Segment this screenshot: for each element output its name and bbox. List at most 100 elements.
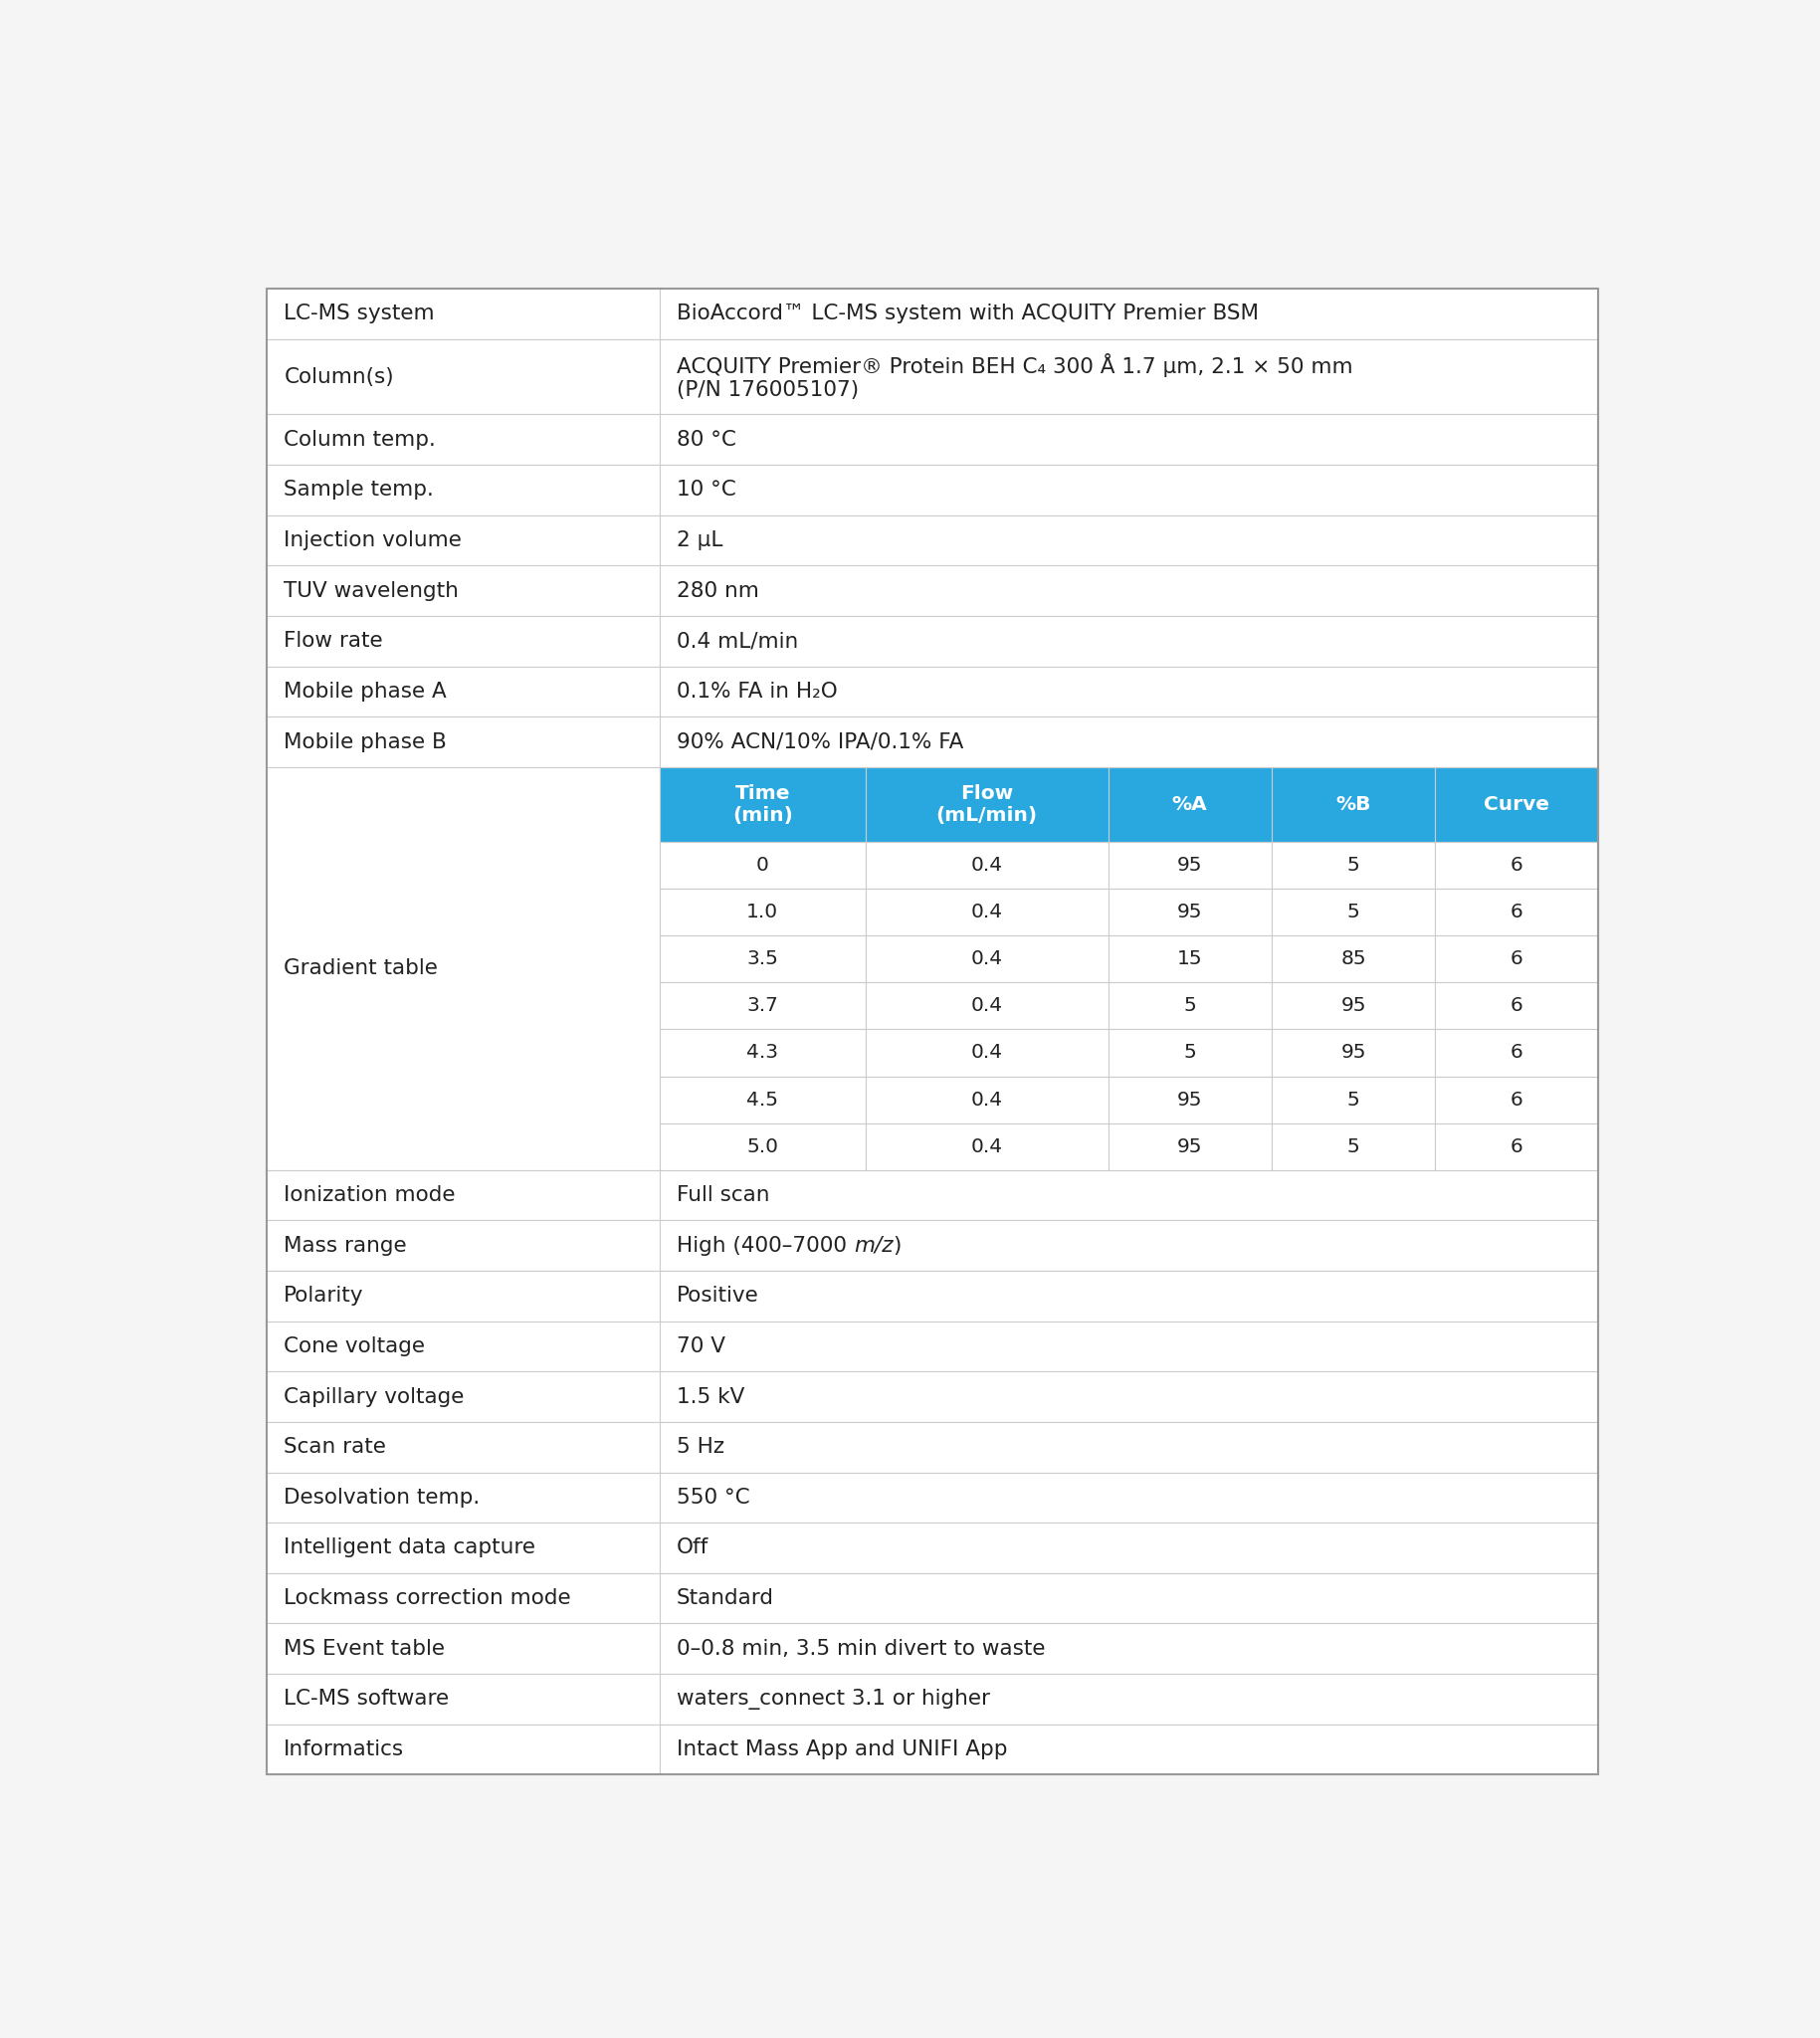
Bar: [268, 1423, 661, 1471]
Bar: [661, 567, 1598, 615]
Text: 550 °C: 550 °C: [677, 1488, 750, 1508]
Text: Informatics: Informatics: [284, 1740, 404, 1759]
Bar: [661, 666, 1598, 717]
Text: 0.4: 0.4: [970, 1137, 1003, 1156]
Text: High (400–7000: High (400–7000: [677, 1235, 854, 1255]
Text: 0.4: 0.4: [970, 1090, 1003, 1109]
Bar: [268, 1321, 661, 1372]
Text: waters_connect 3.1 or higher: waters_connect 3.1 or higher: [677, 1690, 990, 1710]
Text: Scan rate: Scan rate: [284, 1437, 386, 1457]
Bar: [661, 1522, 1598, 1573]
Text: 6: 6: [1511, 1137, 1523, 1156]
Bar: [661, 1272, 1598, 1321]
Bar: [1108, 1123, 1272, 1170]
Bar: [1108, 842, 1272, 889]
Text: 0.4 mL/min: 0.4 mL/min: [677, 632, 799, 650]
Bar: [268, 289, 661, 338]
Bar: [1108, 1076, 1272, 1123]
Text: 0.4: 0.4: [970, 856, 1003, 874]
Bar: [268, 666, 661, 717]
Bar: [268, 465, 661, 516]
Bar: [1434, 889, 1598, 935]
Bar: [1108, 766, 1272, 842]
Text: Flow rate: Flow rate: [284, 632, 382, 650]
Text: LC-MS system: LC-MS system: [284, 304, 435, 324]
Bar: [661, 1372, 1598, 1423]
Bar: [268, 338, 661, 414]
Text: Curve: Curve: [1483, 795, 1549, 813]
Bar: [1272, 889, 1434, 935]
Text: 1.5 kV: 1.5 kV: [677, 1386, 744, 1406]
Bar: [1272, 1076, 1434, 1123]
Text: 4.5: 4.5: [746, 1090, 779, 1109]
Bar: [661, 1724, 1598, 1775]
Text: Polarity: Polarity: [284, 1286, 364, 1306]
Bar: [1272, 1029, 1434, 1076]
Text: Column(s): Column(s): [284, 367, 393, 387]
Bar: [661, 1123, 864, 1170]
Bar: [268, 766, 661, 1170]
Text: 5: 5: [1183, 997, 1196, 1015]
Text: 10 °C: 10 °C: [677, 481, 735, 499]
Text: Desolvation temp.: Desolvation temp.: [284, 1488, 480, 1508]
Bar: [864, 982, 1108, 1029]
Text: 0.4: 0.4: [970, 1043, 1003, 1062]
Bar: [1434, 1029, 1598, 1076]
Bar: [661, 766, 864, 842]
Text: Ionization mode: Ionization mode: [284, 1186, 455, 1204]
Bar: [661, 1471, 1598, 1522]
Bar: [661, 1321, 1598, 1372]
Text: 95: 95: [1178, 856, 1203, 874]
Bar: [268, 1624, 661, 1673]
Text: Capillary voltage: Capillary voltage: [284, 1386, 464, 1406]
Text: 80 °C: 80 °C: [677, 430, 737, 450]
Text: Mass range: Mass range: [284, 1235, 408, 1255]
Bar: [661, 516, 1598, 567]
Text: Injection volume: Injection volume: [284, 530, 462, 550]
Bar: [268, 516, 661, 567]
Bar: [1272, 982, 1434, 1029]
Bar: [661, 717, 1598, 766]
Text: 0.4: 0.4: [970, 997, 1003, 1015]
Text: 6: 6: [1511, 1043, 1523, 1062]
Bar: [1434, 982, 1598, 1029]
Bar: [661, 465, 1598, 516]
Bar: [268, 567, 661, 615]
Bar: [661, 1029, 864, 1076]
Text: 5.0: 5.0: [746, 1137, 779, 1156]
Bar: [1272, 766, 1434, 842]
Bar: [661, 982, 864, 1029]
Text: m/z: m/z: [854, 1235, 894, 1255]
Text: 95: 95: [1178, 1137, 1203, 1156]
Bar: [864, 1076, 1108, 1123]
Text: 6: 6: [1511, 950, 1523, 968]
Bar: [268, 414, 661, 465]
Text: 90% ACN/10% IPA/0.1% FA: 90% ACN/10% IPA/0.1% FA: [677, 732, 963, 752]
Text: 0: 0: [755, 856, 768, 874]
Bar: [1434, 935, 1598, 982]
Text: 3.7: 3.7: [746, 997, 779, 1015]
Text: 70 V: 70 V: [677, 1337, 726, 1357]
Text: 1.0: 1.0: [746, 903, 779, 921]
Text: TUV wavelength: TUV wavelength: [284, 581, 459, 601]
Text: 5 Hz: 5 Hz: [677, 1437, 724, 1457]
Bar: [661, 1423, 1598, 1471]
Bar: [864, 1123, 1108, 1170]
Text: Intact Mass App and UNIFI App: Intact Mass App and UNIFI App: [677, 1740, 1008, 1759]
Text: 85: 85: [1341, 950, 1367, 968]
Text: 95: 95: [1178, 1090, 1203, 1109]
Bar: [268, 1673, 661, 1724]
Text: Column temp.: Column temp.: [284, 430, 437, 450]
Text: 0.4: 0.4: [970, 903, 1003, 921]
Bar: [661, 935, 864, 982]
Text: 6: 6: [1511, 1090, 1523, 1109]
Text: 95: 95: [1341, 1043, 1367, 1062]
Bar: [661, 1170, 1598, 1221]
Bar: [1272, 842, 1434, 889]
Text: Mobile phase A: Mobile phase A: [284, 681, 448, 701]
Text: Positive: Positive: [677, 1286, 759, 1306]
Text: BioAccord™ LC-MS system with ACQUITY Premier BSM: BioAccord™ LC-MS system with ACQUITY Pre…: [677, 304, 1259, 324]
Bar: [661, 1673, 1598, 1724]
Bar: [864, 766, 1108, 842]
Text: ACQUITY Premier® Protein BEH C₄ 300 Å 1.7 μm, 2.1 × 50 mm
(P/N 176005107): ACQUITY Premier® Protein BEH C₄ 300 Å 1.…: [677, 353, 1352, 399]
